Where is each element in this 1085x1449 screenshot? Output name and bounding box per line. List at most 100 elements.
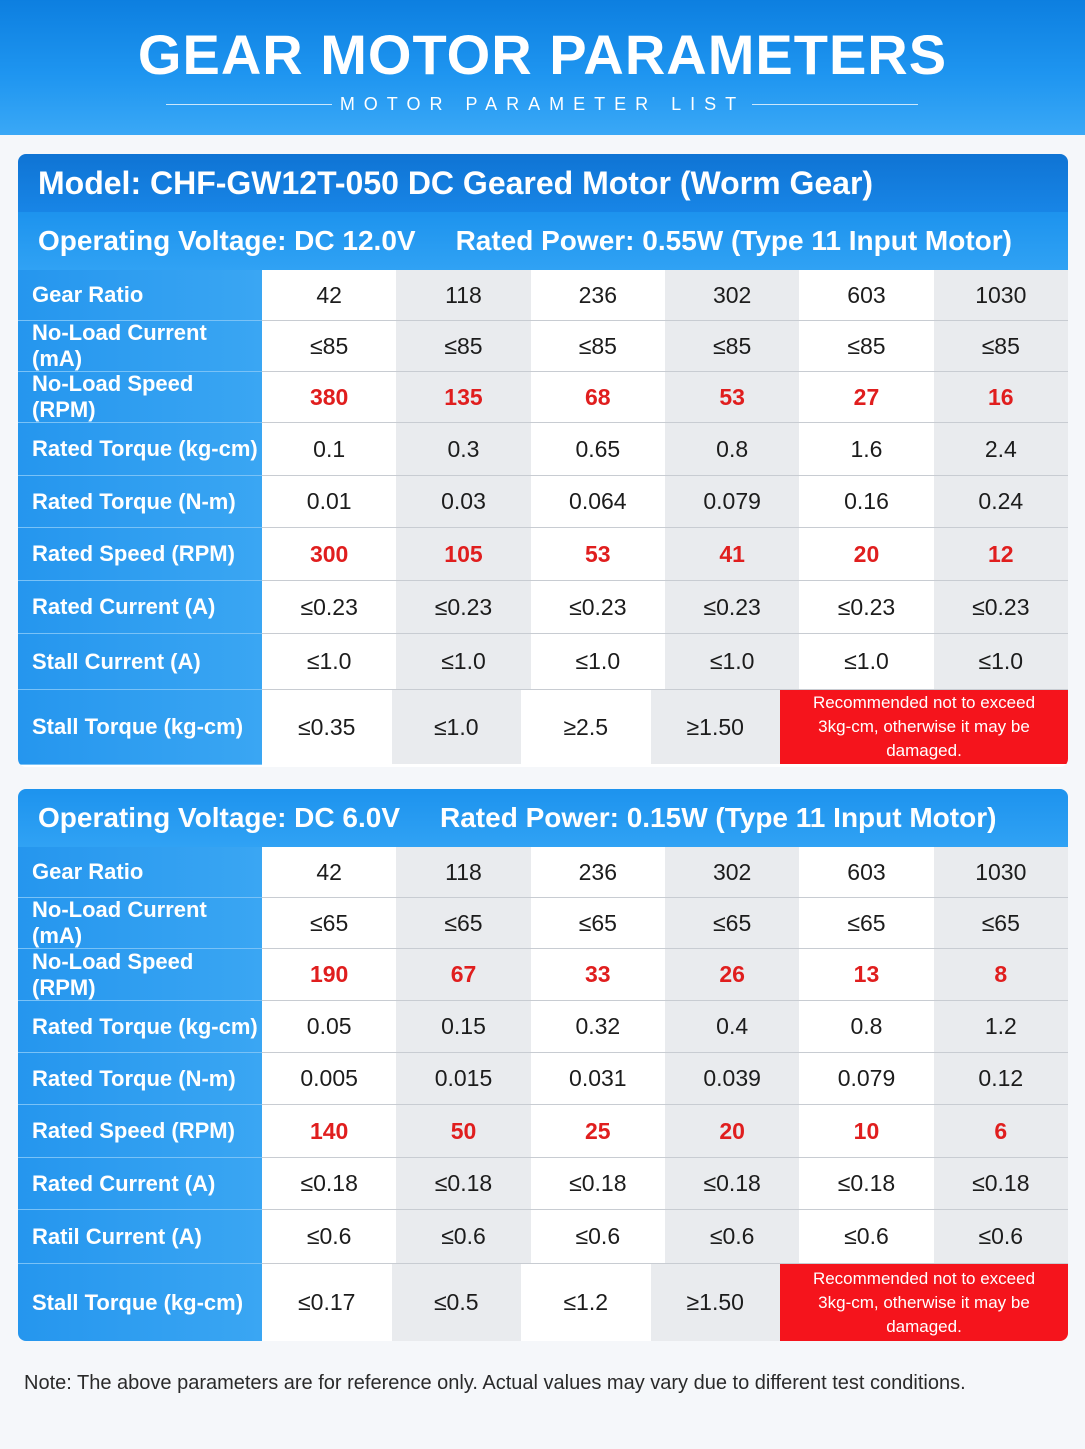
- row-label: Stall Torque (kg-cm): [18, 690, 262, 765]
- row-label: No-Load Speed (RPM): [18, 371, 262, 423]
- value-cell: ≤65: [664, 898, 800, 948]
- warning-text: Recommended not to exceed 3kg-cm, otherwi…: [784, 1267, 1064, 1339]
- value-cell: ≤0.6: [396, 1210, 531, 1263]
- page-subtitle: MOTOR PARAMETER LIST: [339, 94, 746, 114]
- table-row: No-Load Current (mA) ≤85 ≤85 ≤85 ≤85 ≤85 ≤85: [18, 320, 1068, 372]
- value-cell: 302: [664, 270, 800, 320]
- value-cell: 20: [664, 1105, 800, 1157]
- value-cell: 0.01: [262, 476, 397, 527]
- value-cell: ≤85: [799, 321, 934, 371]
- subtitle-divider-left: [166, 104, 332, 105]
- value-cell: 20: [799, 528, 934, 580]
- operating-voltage: Operating Voltage: DC 6.0V: [38, 802, 400, 833]
- value-cell: 41: [664, 528, 800, 580]
- value-cell: 1030: [933, 847, 1068, 897]
- value-cell: ≤0.6: [530, 1210, 665, 1263]
- value-cell: 0.039: [664, 1053, 800, 1104]
- value-cell: ≤0.5: [391, 1264, 521, 1341]
- value-cell: 0.015: [396, 1053, 531, 1104]
- table-row: No-Load Speed (RPM) 380 135 68 53 27 16: [18, 371, 1068, 423]
- value-cell: 1030: [933, 270, 1068, 320]
- value-cell: ≤0.18: [664, 1158, 800, 1209]
- value-cell: 0.03: [396, 476, 531, 527]
- value-cell: ≤85: [262, 321, 397, 371]
- value-cell: 42: [262, 270, 397, 320]
- table-6v-panel: Operating Voltage: DC 6.0V Rated Power: …: [18, 789, 1068, 1341]
- value-cell: ≤1.0: [530, 634, 665, 689]
- value-cell: 0.65: [530, 423, 665, 475]
- table-row: Rated Torque (N-m) 0.005 0.015 0.031 0.039 0.…: [18, 1053, 1068, 1105]
- value-cell: 118: [396, 847, 531, 897]
- value-cell: 236: [530, 270, 665, 320]
- value-cell: ≤1.2: [521, 1264, 651, 1341]
- table-row: No-Load Speed (RPM) 190 67 33 26 13 8: [18, 949, 1068, 1001]
- warning-line: 3kg-cm, otherwise it may be damaged.: [818, 1292, 1030, 1336]
- table-row: Stall Current (A) ≤1.0 ≤1.0 ≤1.0 ≤1.0 ≤1.0 ≤1.…: [18, 634, 1068, 690]
- row-label: Rated Torque (N-m): [18, 476, 262, 528]
- value-cell: 135: [396, 372, 531, 422]
- value-cell: ≤0.6: [262, 1210, 397, 1263]
- value-cell: 0.05: [262, 1001, 397, 1052]
- row-label: Rated Torque (N-m): [18, 1053, 262, 1105]
- row-label: Rated Speed (RPM): [18, 1105, 262, 1158]
- value-cell: 33: [530, 949, 665, 1000]
- value-cell: 105: [396, 528, 531, 580]
- value-cell: 236: [530, 847, 665, 897]
- value-cell: 53: [530, 528, 665, 580]
- value-cell: 8: [933, 949, 1068, 1000]
- row-label: Rated Torque (kg-cm): [18, 1001, 262, 1053]
- value-cell: ≤0.23: [933, 581, 1068, 633]
- value-cell: 1.2: [933, 1001, 1068, 1052]
- value-cell: ≤1.0: [799, 634, 934, 689]
- value-cell: ≤0.23: [262, 581, 397, 633]
- table-row: Rated Torque (N-m) 0.01 0.03 0.064 0.079 0.16…: [18, 476, 1068, 528]
- value-cell: ≤85: [933, 321, 1068, 371]
- value-cell: 0.3: [396, 423, 531, 475]
- value-cell: 10: [799, 1105, 934, 1157]
- value-cell: 27: [799, 372, 934, 422]
- value-cell: ≤65: [933, 898, 1068, 948]
- table-row: Ratil Current (A) ≤0.6 ≤0.6 ≤0.6 ≤0.6 ≤0.6 ≤0.…: [18, 1210, 1068, 1264]
- value-cell: 50: [396, 1105, 531, 1157]
- row-label: Rated Torque (kg-cm): [18, 423, 262, 476]
- value-cell: 0.12: [933, 1053, 1068, 1104]
- value-cell: ≤0.6: [933, 1210, 1068, 1263]
- value-cell: 300: [262, 528, 397, 580]
- row-label: Stall Current (A): [18, 634, 262, 690]
- operating-voltage: Operating Voltage: DC 12.0V: [38, 225, 416, 256]
- value-cell: ≤85: [664, 321, 800, 371]
- value-cell: 53: [664, 372, 800, 422]
- value-cell: 0.4: [664, 1001, 800, 1052]
- value-cell: 380: [262, 372, 397, 422]
- value-cell: ≤0.17: [262, 1264, 392, 1341]
- row-label: No-Load Current (mA): [18, 320, 262, 372]
- voltage-bar: Operating Voltage: DC 6.0V Rated Power: …: [18, 789, 1068, 847]
- warning-badge: Recommended not to exceed 3kg-cm, otherwi…: [780, 690, 1068, 764]
- warning-text: Recommended not to exceed 3kg-cm, otherwi…: [784, 691, 1064, 763]
- warning-line: Recommended not to exceed: [812, 693, 1036, 712]
- table-row: Stall Torque (kg-cm) ≤0.17 ≤0.5 ≤1.2 ≥1.50 Re…: [18, 1264, 1068, 1341]
- value-cell: 118: [396, 270, 531, 320]
- rated-power: Rated Power: 0.15W (Type 11 Input Motor): [440, 802, 997, 833]
- row-label: Rated Current (A): [18, 581, 262, 634]
- value-cell: 6: [933, 1105, 1068, 1157]
- footnote: Note: The above parameters are for refer…: [24, 1372, 966, 1394]
- row-label: Gear Ratio: [18, 847, 262, 898]
- voltage-bar: Operating Voltage: DC 12.0V Rated Power:…: [18, 212, 1068, 270]
- table-row: Rated Current (A) ≤0.18 ≤0.18 ≤0.18 ≤0.18 ≤0.…: [18, 1158, 1068, 1210]
- header-banner: GEAR MOTOR PARAMETERS MOTOR PARAMETER LI…: [0, 0, 1085, 135]
- value-cell: 16: [933, 372, 1068, 422]
- value-cell: 67: [396, 949, 531, 1000]
- value-cell: 12: [933, 528, 1068, 580]
- subtitle-divider-right: [752, 104, 918, 105]
- value-cell: 0.005: [262, 1053, 397, 1104]
- row-label: Stall Torque (kg-cm): [18, 1264, 262, 1341]
- value-cell: 25: [530, 1105, 665, 1157]
- value-cell: ≤0.18: [396, 1158, 531, 1209]
- value-cell: ≤0.23: [530, 581, 665, 633]
- value-cell: ≤65: [530, 898, 665, 948]
- table-row: No-Load Current (mA) ≤65 ≤65 ≤65 ≤65 ≤65 ≤65: [18, 897, 1068, 949]
- value-cell: ≤0.18: [799, 1158, 934, 1209]
- value-cell: ≥2.5: [521, 690, 651, 764]
- value-cell: 0.031: [530, 1053, 665, 1104]
